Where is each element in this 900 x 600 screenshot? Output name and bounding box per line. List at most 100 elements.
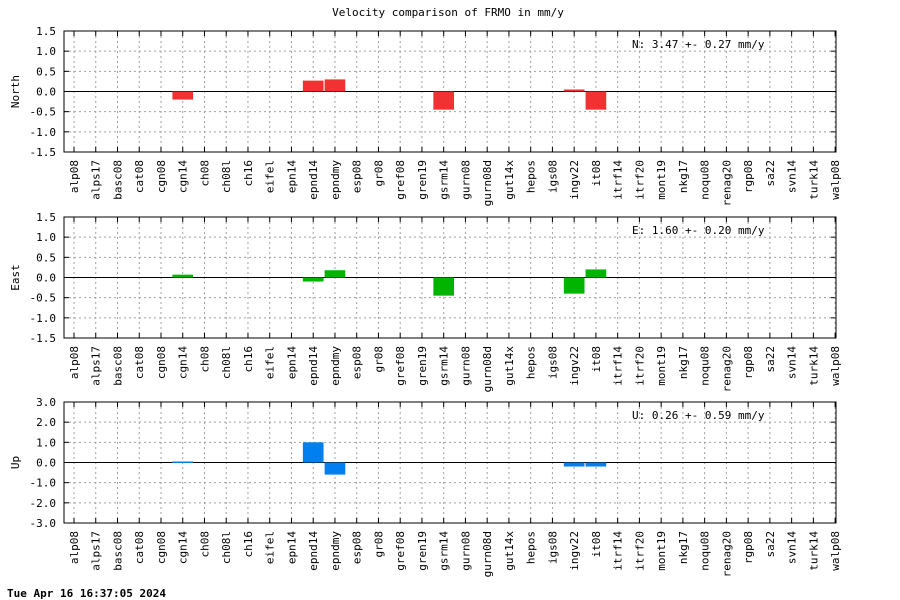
category-label: it08 <box>590 346 603 373</box>
category-label: gut14x <box>503 531 516 571</box>
category-label: itrf14 <box>612 160 625 200</box>
bar-north-it08 <box>585 91 607 110</box>
category-label: gurn08d <box>481 346 494 392</box>
y-axis-label: East <box>9 264 22 291</box>
category-label: it08 <box>590 531 603 558</box>
timestamp: Tue Apr 16 16:37:05 2024 <box>7 587 166 600</box>
y-axis-label: North <box>9 75 22 108</box>
y-tick-label: 1.5 <box>36 211 56 224</box>
y-tick-label: 0.5 <box>36 65 56 78</box>
category-label: gurn08d <box>481 160 494 206</box>
category-label: hepos <box>525 531 538 564</box>
plot-frame <box>63 401 837 524</box>
category-label: sa22 <box>764 346 777 373</box>
category-label: turk14 <box>807 531 820 571</box>
category-label: ch08l <box>220 160 233 193</box>
category-label: gref08 <box>394 160 407 200</box>
category-label: gurn08 <box>459 346 472 386</box>
bar-up-cgn14 <box>172 461 194 463</box>
y-tick-label: -1.5 <box>30 146 57 159</box>
category-label: svn14 <box>786 346 799 379</box>
y-tick-label: -1.0 <box>30 477 57 490</box>
category-label: epnd14 <box>307 531 320 571</box>
category-label: hepos <box>525 346 538 379</box>
category-label: gr08 <box>372 346 385 373</box>
category-label: hepos <box>525 160 538 193</box>
category-label: ch16 <box>242 531 255 558</box>
bar-up-it08 <box>585 462 607 467</box>
category-label: epn14 <box>285 160 298 193</box>
category-label: ch08l <box>220 531 233 564</box>
y-tick-label: 0.5 <box>36 251 56 264</box>
category-label: rgp08 <box>742 346 755 379</box>
category-label: eifel <box>264 531 277 564</box>
category-label: epn14 <box>285 531 298 564</box>
category-label: nkg17 <box>677 160 690 193</box>
category-label: cat08 <box>133 160 146 193</box>
category-label: eifel <box>264 160 277 193</box>
category-label: basc08 <box>111 160 124 200</box>
category-label: turk14 <box>807 346 820 386</box>
chart-title: Velocity comparison of FRMO in mm/y <box>332 6 564 19</box>
bar-north-gsrm14 <box>433 91 455 110</box>
category-label: cat08 <box>133 346 146 379</box>
category-label: epndmy <box>329 160 342 200</box>
y-tick-label: -3.0 <box>30 517 57 530</box>
y-tick-label: 0.0 <box>36 457 56 470</box>
y-tick-label: -1.5 <box>30 332 57 345</box>
category-label: cgn14 <box>177 160 190 193</box>
category-label: gsrm14 <box>438 160 451 200</box>
velocity-annotation: E: 1.60 +- 0.20 mm/y <box>632 224 765 237</box>
category-label: alp08 <box>68 346 81 379</box>
category-label: epnd14 <box>307 346 320 386</box>
category-label: cgn14 <box>177 346 190 379</box>
category-label: itrf14 <box>612 531 625 571</box>
category-label: nkg17 <box>677 346 690 379</box>
category-label: rgp08 <box>742 160 755 193</box>
category-label: gren19 <box>416 346 429 386</box>
category-label: renag20 <box>720 160 733 206</box>
plot-frame <box>63 216 837 339</box>
category-label: epndmy <box>329 531 342 571</box>
category-label: mont19 <box>655 346 668 386</box>
category-label: sa22 <box>764 160 777 187</box>
category-label: alp08 <box>68 160 81 193</box>
category-label: cgn14 <box>177 531 190 564</box>
velocity-annotation: N: 3.47 +- 0.27 mm/y <box>632 38 765 51</box>
category-label: gr08 <box>372 160 385 187</box>
chart-panels: 1.5 1.0 0.5 0.0 -0.5 -1.0 -1.5 alp08 alps17 basc0… <box>9 25 842 577</box>
y-tick-label: 1.0 <box>36 45 56 58</box>
velocity-annotation: U: 0.26 +- 0.59 mm/y <box>632 409 765 422</box>
category-label: walp08 <box>829 531 842 571</box>
category-label: gr08 <box>372 531 385 558</box>
y-axis-label: Up <box>9 456 22 469</box>
category-label: basc08 <box>111 346 124 386</box>
category-label: turk14 <box>807 160 820 200</box>
category-label: eifel <box>264 346 277 379</box>
category-label: itrf14 <box>612 346 625 386</box>
y-tick-label: 0.0 <box>36 272 56 285</box>
category-label: igs08 <box>546 160 559 193</box>
category-label: rgp08 <box>742 531 755 564</box>
category-label: ch16 <box>242 346 255 373</box>
category-label: cgn08 <box>155 160 168 193</box>
y-tick-label: 2.0 <box>36 416 56 429</box>
y-tick-label: 0.0 <box>36 86 56 99</box>
category-label: basc08 <box>111 531 124 571</box>
category-label: gren19 <box>416 160 429 200</box>
y-tick-label: -0.5 <box>30 292 57 305</box>
category-label: svn14 <box>786 160 799 193</box>
bar-up-epndmy <box>324 462 346 475</box>
category-label: ch16 <box>242 160 255 187</box>
category-label: gref08 <box>394 346 407 386</box>
category-label: itrf20 <box>633 346 646 386</box>
category-label: itrf20 <box>633 160 646 200</box>
category-label: esp08 <box>351 346 364 379</box>
category-label: epndmy <box>329 346 342 386</box>
category-label: igs08 <box>546 346 559 379</box>
panel-up: 3.0 2.0 1.0 0.0 -1.0 -2.0 -3.0 alp08 alps17 basc0… <box>9 396 842 577</box>
category-label: nkg17 <box>677 531 690 564</box>
category-label: esp08 <box>351 531 364 564</box>
plot-frame <box>63 30 837 153</box>
